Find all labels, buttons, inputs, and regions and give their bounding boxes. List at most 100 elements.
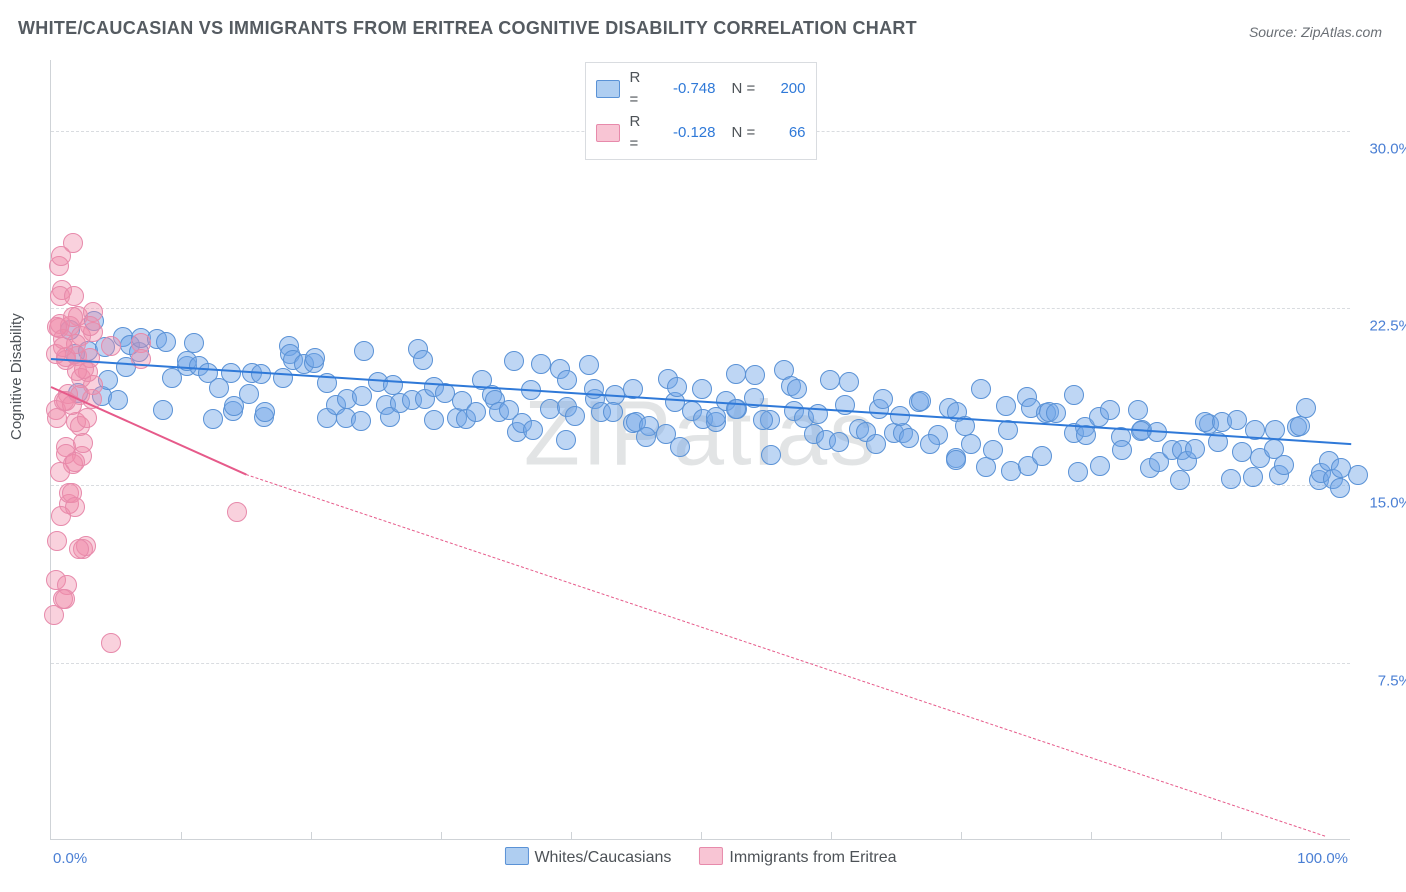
data-point (523, 420, 543, 440)
legend-item: Immigrants from Eritrea (699, 847, 896, 867)
x-tick-label-min: 0.0% (53, 850, 87, 867)
data-point (531, 354, 551, 374)
data-point (69, 539, 89, 559)
legend-label: Whites/Caucasians (534, 849, 671, 866)
x-tick (1091, 832, 1092, 840)
data-point (47, 531, 67, 551)
data-point (899, 428, 919, 448)
x-tick (311, 832, 312, 840)
data-point (156, 332, 176, 352)
data-point (996, 396, 1016, 416)
data-point (745, 365, 765, 385)
data-point (73, 433, 93, 453)
data-point (1100, 400, 1120, 420)
data-point (1064, 385, 1084, 405)
data-point (47, 317, 67, 337)
data-point (466, 402, 486, 422)
data-point (557, 370, 577, 390)
data-point (80, 316, 100, 336)
source-attribution: Source: ZipAtlas.com (1249, 24, 1382, 40)
data-point (761, 445, 781, 465)
data-point (584, 379, 604, 399)
gridline (51, 308, 1350, 309)
data-point (108, 390, 128, 410)
y-tick-label: 22.5% (1369, 318, 1406, 335)
data-point (1046, 403, 1066, 423)
correlation-legend: R =-0.748N =200R =-0.128N =66 (585, 62, 817, 160)
data-point (63, 233, 83, 253)
data-point (565, 406, 585, 426)
data-point (351, 411, 371, 431)
data-point (77, 408, 97, 428)
legend-label: Immigrants from Eritrea (729, 849, 896, 866)
data-point (1330, 478, 1350, 498)
x-tick (571, 832, 572, 840)
data-point (579, 355, 599, 375)
legend-item: Whites/Caucasians (504, 847, 671, 867)
data-point (873, 389, 893, 409)
data-point (1068, 462, 1088, 482)
data-point (413, 350, 433, 370)
data-point (920, 434, 940, 454)
data-point (101, 336, 121, 356)
data-point (946, 450, 966, 470)
data-point (255, 402, 275, 422)
y-tick-label: 30.0% (1369, 140, 1406, 157)
data-point (203, 409, 223, 429)
legend-swatch (699, 847, 723, 865)
x-tick (181, 832, 182, 840)
x-tick (1221, 832, 1222, 840)
data-point (1221, 469, 1241, 489)
y-tick-label: 7.5% (1378, 672, 1406, 689)
data-point (1274, 455, 1294, 475)
data-point (603, 402, 623, 422)
data-point (1170, 470, 1190, 490)
data-point (101, 633, 121, 653)
data-point (55, 589, 75, 609)
data-point (820, 370, 840, 390)
legend-row: R =-0.128N =66 (596, 111, 806, 155)
data-point (239, 384, 259, 404)
data-point (670, 437, 690, 457)
data-point (424, 410, 444, 430)
data-point (221, 363, 241, 383)
data-point (153, 400, 173, 420)
gridline (51, 663, 1350, 664)
data-point (839, 372, 859, 392)
legend-row: R =-0.748N =200 (596, 67, 806, 111)
data-point (1128, 400, 1148, 420)
data-point (753, 410, 773, 430)
data-point (305, 348, 325, 368)
y-axis-label: Cognitive Disability (8, 313, 25, 440)
y-tick-label: 15.0% (1369, 495, 1406, 512)
data-point (1348, 465, 1368, 485)
data-point (65, 497, 85, 517)
data-point (866, 434, 886, 454)
data-point (726, 364, 746, 384)
data-point (976, 457, 996, 477)
data-point (1296, 398, 1316, 418)
data-point (911, 391, 931, 411)
data-point (1032, 446, 1052, 466)
x-tick (441, 832, 442, 840)
x-tick (701, 832, 702, 840)
data-point (692, 379, 712, 399)
data-point (53, 337, 73, 357)
data-point (354, 341, 374, 361)
data-point (47, 408, 67, 428)
chart-plot-area: ZIPatlas R =-0.748N =200R =-0.128N =66 W… (50, 60, 1350, 840)
data-point (971, 379, 991, 399)
legend-swatch (504, 847, 528, 865)
data-point (64, 286, 84, 306)
data-point (829, 432, 849, 452)
data-point (961, 434, 981, 454)
legend-swatch (596, 124, 620, 142)
chart-title: WHITE/CAUCASIAN VS IMMIGRANTS FROM ERITR… (18, 18, 917, 39)
trend-line (246, 474, 1325, 837)
data-point (983, 440, 1003, 460)
x-tick (961, 832, 962, 840)
data-point (1076, 425, 1096, 445)
data-point (787, 379, 807, 399)
data-point (273, 368, 293, 388)
data-point (556, 430, 576, 450)
